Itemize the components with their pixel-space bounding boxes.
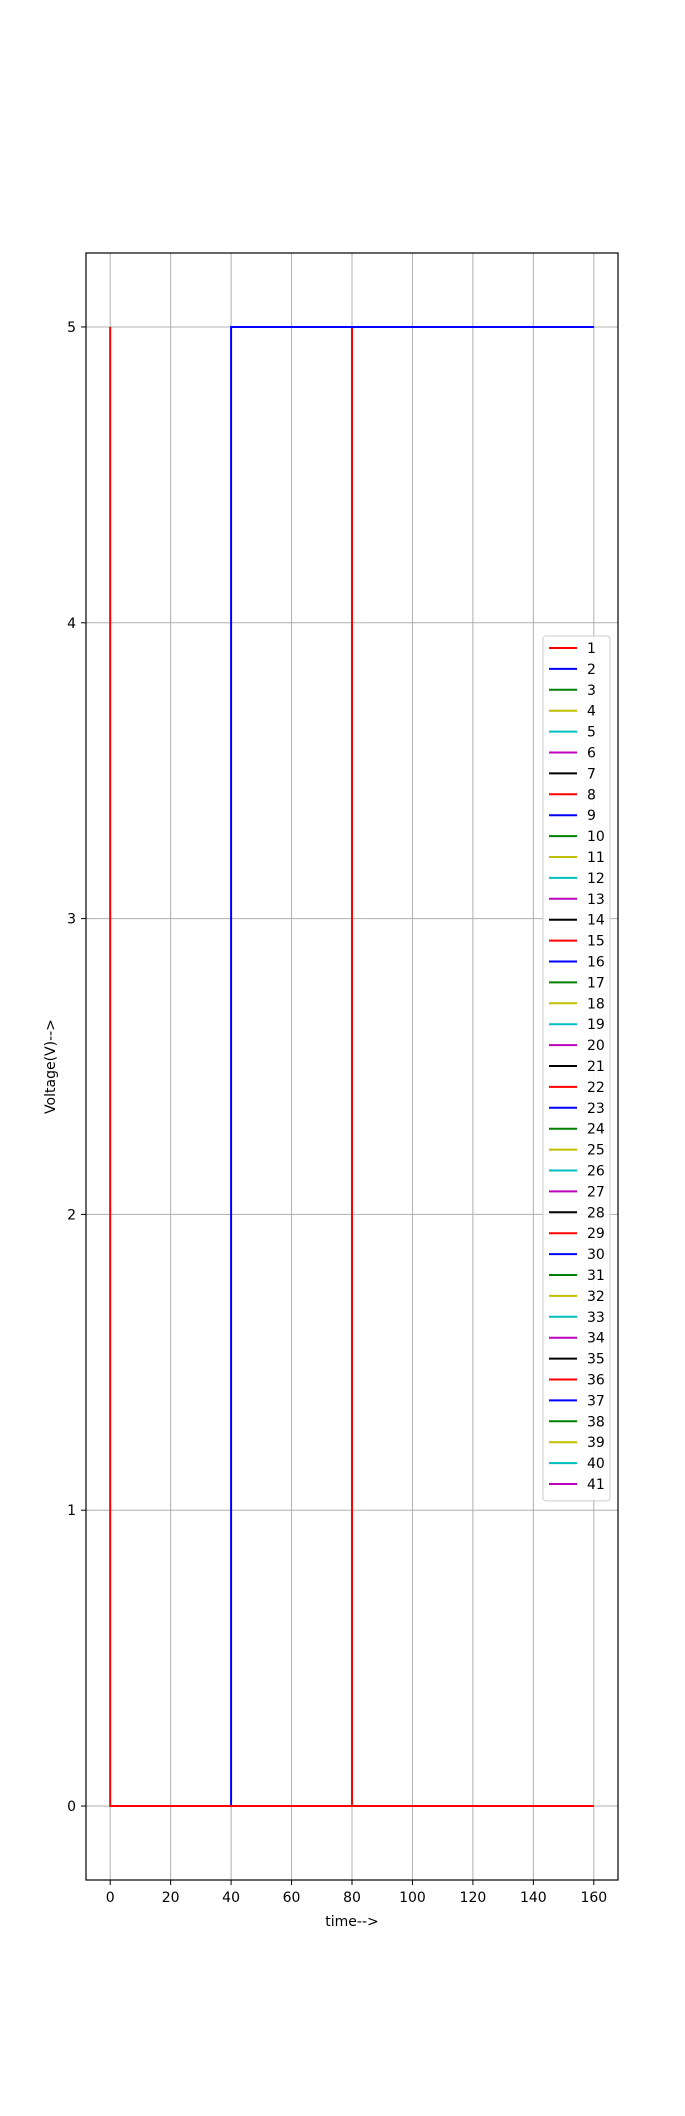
legend-label: 2 — [587, 662, 596, 678]
x-tick-label: 160 — [580, 1890, 607, 1906]
x-axis-label: time--> — [325, 1914, 378, 1930]
legend-label: 38 — [587, 1414, 605, 1430]
legend-label: 6 — [587, 746, 596, 762]
legend-label: 16 — [587, 955, 605, 971]
y-axis-label: Voltage(V)--> — [43, 1019, 59, 1114]
legend-label: 13 — [587, 892, 605, 908]
plot-series — [109, 325, 594, 1808]
x-tick-label: 60 — [283, 1890, 301, 1906]
legend-label: 17 — [587, 975, 605, 991]
y-tick-label: 5 — [67, 320, 76, 336]
y-tick-label: 3 — [67, 912, 76, 928]
legend-label: 18 — [587, 996, 605, 1012]
legend-label: 40 — [587, 1456, 605, 1472]
legend-label: 30 — [587, 1247, 605, 1263]
legend-label: 26 — [587, 1164, 605, 1180]
y-tick-label: 0 — [67, 1799, 76, 1815]
legend-label: 24 — [587, 1122, 605, 1138]
legend-label: 25 — [587, 1143, 605, 1159]
y-tick-label: 1 — [67, 1503, 76, 1519]
x-tick-label: 80 — [343, 1890, 361, 1906]
legend-box — [542, 635, 611, 1502]
x-tick-label: 120 — [460, 1890, 487, 1906]
y-tick-label: 2 — [67, 1207, 76, 1223]
legend-label: 27 — [587, 1184, 605, 1200]
legend-label: 15 — [587, 934, 605, 950]
x-tick-label: 140 — [520, 1890, 547, 1906]
legend-label: 32 — [587, 1289, 605, 1305]
legend-label: 9 — [587, 808, 596, 824]
x-tick-label: 40 — [222, 1890, 240, 1906]
x-tick-label: 100 — [399, 1890, 426, 1906]
x-tick-label: 0 — [106, 1890, 115, 1906]
legend-label: 3 — [587, 683, 596, 699]
legend-label: 14 — [587, 913, 605, 929]
legend-label: 10 — [587, 829, 605, 845]
legend-label: 21 — [587, 1059, 605, 1075]
legend-label: 29 — [587, 1226, 605, 1242]
legend-label: 41 — [587, 1477, 605, 1493]
legend-label: 23 — [587, 1101, 605, 1117]
legend-label: 22 — [587, 1080, 605, 1096]
x-tick-label: 20 — [162, 1890, 180, 1906]
legend-label: 39 — [587, 1435, 605, 1451]
legend-label: 28 — [587, 1205, 605, 1221]
legend-label: 37 — [587, 1393, 605, 1409]
legend-label: 8 — [587, 787, 596, 803]
legend-label: 34 — [587, 1331, 605, 1347]
legend-label: 4 — [587, 704, 596, 720]
legend-label: 1 — [587, 641, 596, 657]
legend-label: 31 — [587, 1268, 605, 1284]
legend-label: 35 — [587, 1352, 605, 1368]
legend: 1234567891011121314151617181920212223242… — [542, 635, 611, 1502]
series-line-1 — [109, 326, 594, 1808]
legend-label: 33 — [587, 1310, 605, 1326]
legend-label: 20 — [587, 1038, 605, 1054]
legend-label: 7 — [587, 766, 596, 782]
y-tick-label: 4 — [67, 616, 76, 632]
legend-label: 19 — [587, 1017, 605, 1033]
legend-label: 36 — [587, 1373, 605, 1389]
legend-label: 11 — [587, 850, 605, 866]
legend-label: 12 — [587, 871, 605, 887]
legend-label: 5 — [587, 725, 596, 741]
